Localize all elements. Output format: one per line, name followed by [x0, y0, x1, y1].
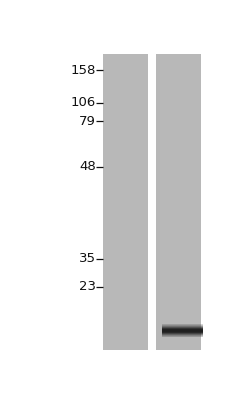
Bar: [147, 54, 155, 350]
Text: 158: 158: [70, 64, 95, 77]
Text: 23: 23: [78, 280, 95, 293]
Bar: [102, 54, 147, 350]
Text: 35: 35: [78, 252, 95, 266]
Text: 106: 106: [70, 96, 95, 109]
Text: 48: 48: [79, 160, 95, 173]
Text: 79: 79: [78, 115, 95, 128]
Bar: [155, 54, 200, 350]
